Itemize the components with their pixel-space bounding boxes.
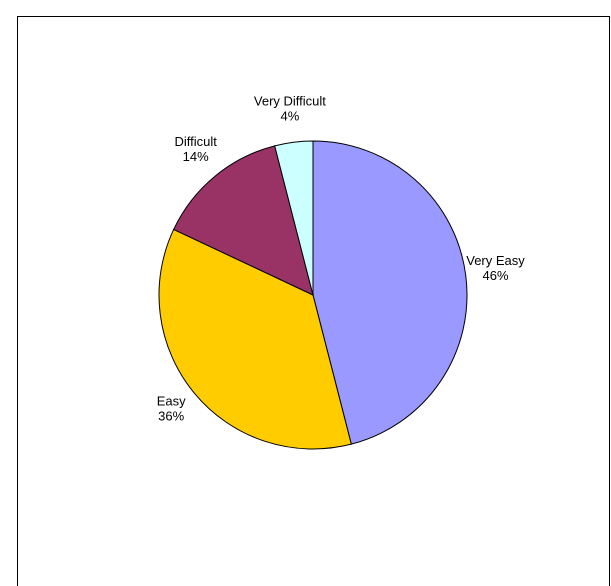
pie-slice-very-difficult [274,140,314,296]
pie-slice-easy [158,228,352,450]
slice-percent-label: 36% [158,408,184,423]
slice-category-label: Easy [157,393,186,408]
slice-percent-label: 14% [183,149,209,164]
data-label-very-difficult: Very Difficult 4% [254,94,326,124]
pie-slice-difficult [172,145,314,296]
slice-category-label: Very Difficult [254,94,326,109]
slice-percent-label: 46% [482,268,508,283]
slice-percent-label: 4% [281,109,300,124]
data-label-very-easy: Very Easy 46% [466,253,525,283]
data-label-easy: Easy 36% [157,393,186,423]
data-label-difficult: Difficult 14% [175,134,218,164]
pie-slice-very-easy [312,140,468,445]
slice-category-label: Difficult [175,134,218,149]
slice-category-label: Very Easy [466,253,525,268]
